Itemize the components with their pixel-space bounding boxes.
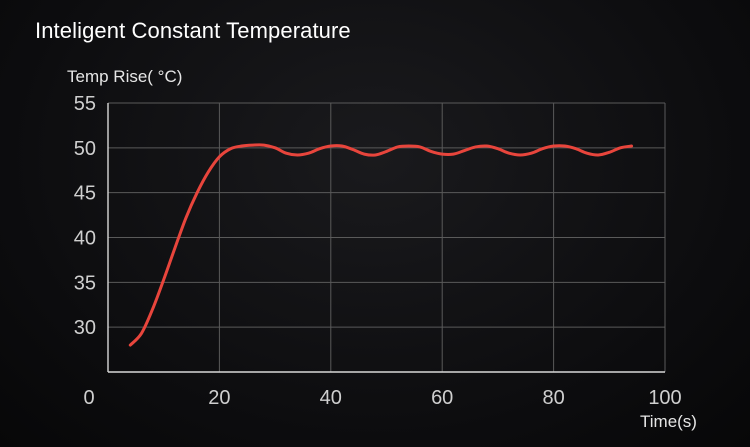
axes: [107, 103, 665, 373]
y-tick-label-45: 45: [74, 183, 96, 205]
x-tick-label-100: 100: [648, 387, 681, 409]
x-tick-label-20: 20: [208, 387, 230, 409]
y-tick-label-30: 30: [74, 317, 96, 339]
x-axis-label: Time(s): [640, 412, 697, 431]
tick-labels: 30 35 40 45 50 55 0 20 40 60 80 100: [74, 93, 682, 409]
y-tick-label-50: 50: [74, 138, 96, 160]
y-tick-label-40: 40: [74, 228, 96, 250]
x-tick-label-80: 80: [542, 387, 564, 409]
chart-title: Inteligent Constant Temperature: [35, 18, 351, 43]
y-axis-label: Temp Rise( °C): [67, 67, 182, 86]
y-tick-label-35: 35: [74, 272, 96, 294]
grid: [108, 102, 666, 372]
x-tick-label-40: 40: [320, 387, 342, 409]
x-tick-label-0: 0: [83, 387, 94, 409]
series: [128, 143, 634, 347]
series-line-0: [128, 143, 634, 347]
y-tick-label-55: 55: [74, 93, 96, 115]
x-tick-label-60: 60: [431, 387, 453, 409]
